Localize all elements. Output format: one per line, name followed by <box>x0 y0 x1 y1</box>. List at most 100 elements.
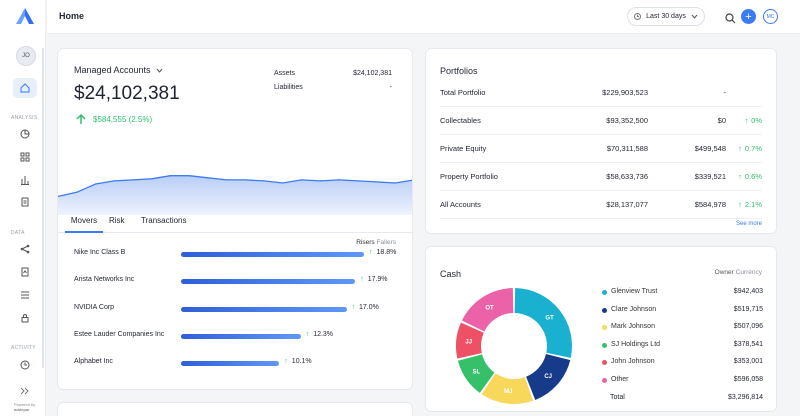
donut-slice[interactable] <box>526 354 571 400</box>
portfolio-value: $229,903,523 <box>602 88 648 97</box>
sidebar-avatar[interactable]: JO <box>16 46 36 66</box>
accounts-title-dropdown[interactable]: Managed Accounts <box>74 65 163 75</box>
search-icon[interactable] <box>725 11 736 29</box>
cash-total-value: $3,296,814 <box>727 394 763 401</box>
donut-slice[interactable] <box>455 322 484 359</box>
bar-chart-icon[interactable] <box>19 174 31 186</box>
tab-risk[interactable]: Risk <box>109 216 125 225</box>
arrow-up-icon: ↑ <box>351 303 356 311</box>
date-range-label: Last 30 days <box>646 13 686 20</box>
portfolio-row[interactable]: Collectables $93,352,500 $0 ↑ 0% <box>440 107 762 135</box>
accounts-change-value: $584,555 (2.5%) <box>93 115 153 124</box>
portfolio-value: $58,633,736 <box>606 172 648 181</box>
lock-icon[interactable] <box>19 312 31 324</box>
donut-slice[interactable] <box>481 373 534 405</box>
sidebar-scrollbar[interactable] <box>42 48 44 368</box>
document-icon[interactable] <box>19 196 31 208</box>
company-label: addepar <box>14 407 30 412</box>
donut-slice[interactable] <box>514 288 572 358</box>
tab-transactions[interactable]: Transactions <box>141 216 187 225</box>
area-point <box>169 175 172 177</box>
donut-slice[interactable] <box>457 354 495 393</box>
clock-icon[interactable] <box>19 359 31 371</box>
risers-fallers-toggle[interactable]: Risers Fallers <box>356 239 396 246</box>
date-range-selector[interactable]: Last 30 days <box>627 7 705 26</box>
movers-tab-bar: Movers Risk Transactions <box>58 211 412 233</box>
mover-name[interactable]: Estee Lauder Companies Inc <box>74 330 165 338</box>
donut-slice-label: CJ <box>544 374 552 380</box>
mover-bar <box>181 306 347 312</box>
portfolio-percent-value: 0.6% <box>744 172 762 181</box>
mover-percent-value: 18.8% <box>376 249 397 256</box>
area-point <box>76 191 78 193</box>
area-point <box>263 180 265 182</box>
legend-label[interactable]: John Johnson <box>611 358 655 366</box>
report-icon[interactable] <box>19 266 31 278</box>
currency-label[interactable]: Currency <box>735 269 762 276</box>
see-more-link[interactable]: See more <box>735 221 762 227</box>
portfolio-percent-value: 2.1% <box>744 200 762 209</box>
share-nodes-icon[interactable] <box>19 243 31 255</box>
portfolio-row[interactable]: Total Portfolio $229,903,523 - <box>440 79 762 107</box>
portfolio-value: $93,352,500 <box>606 116 648 125</box>
portfolio-value: $28,137,077 <box>606 200 648 209</box>
donut-slice-label: JJ <box>465 340 472 346</box>
area-point <box>300 179 303 181</box>
portfolio-value: $70,311,588 <box>606 144 648 153</box>
owner-currency-toggle[interactable]: Owner Currency <box>715 269 762 276</box>
arrow-up-icon: ↑ <box>284 358 288 366</box>
mover-percent: ↑ 10.1% <box>284 358 311 365</box>
mover-name[interactable]: Nike Inc Class B <box>74 249 126 256</box>
expand-chevrons-icon[interactable] <box>19 385 31 397</box>
portfolio-name: All Accounts <box>440 200 481 209</box>
mover-bar <box>181 252 364 257</box>
owner-label[interactable]: Owner <box>714 269 734 276</box>
mover-name[interactable]: Arista Networks Inc <box>74 276 135 284</box>
grid-icon[interactable] <box>19 151 31 163</box>
portfolio-percent: ↑ 0.6% <box>738 172 762 181</box>
tab-movers[interactable]: Movers <box>65 216 103 233</box>
area-fill <box>58 175 412 215</box>
legend-label[interactable]: SJ Holdings Ltd <box>611 340 661 348</box>
cash-total-label: Total <box>610 394 625 401</box>
legend-label[interactable]: Clare Johnson <box>611 305 657 313</box>
legend-label[interactable]: Mark Johnson <box>611 323 655 331</box>
mover-name[interactable]: NVIDIA Corp <box>74 303 115 311</box>
risers-label[interactable]: Risers <box>356 239 375 246</box>
mover-percent-value: 10.1% <box>291 358 312 366</box>
legend-value: $596,058 <box>733 376 763 383</box>
portfolio-row[interactable]: Property Portfolio $58,633,736 $339,521 ↑ 0.… <box>440 163 762 191</box>
donut-slice-label: OT <box>485 306 494 312</box>
portfolio-delta: - <box>723 88 727 97</box>
arrow-up-icon: ↑ <box>305 330 310 338</box>
sidebar: JO ANALYSIS DATA ACTIVITY Powered by adde… <box>0 0 46 416</box>
legend-label[interactable]: Glenview Trust <box>611 288 658 295</box>
portfolio-row[interactable]: All Accounts $28,137,077 $584,978 ↑ 2.1% <box>440 191 762 219</box>
lower-card-partial <box>57 402 413 416</box>
arrow-up-icon <box>76 114 86 124</box>
arrow-up-icon: ↑ <box>738 144 742 153</box>
add-button[interactable]: + <box>741 9 756 24</box>
pie-chart-icon[interactable] <box>19 128 31 140</box>
mover-percent: ↑ 18.8% <box>369 249 396 256</box>
portfolio-row[interactable]: Private Equity $70,311,588 $499,548 ↑ 0.7% <box>440 135 762 163</box>
portfolio-delta: $584,978 <box>694 200 726 209</box>
area-point <box>151 178 153 180</box>
list-icon[interactable] <box>19 289 31 301</box>
arrow-up-icon: ↑ <box>369 249 373 256</box>
user-avatar[interactable]: MC <box>763 9 778 24</box>
legend-dot <box>602 290 607 295</box>
portfolio-name: Total Portfolio <box>440 88 486 97</box>
area-point <box>394 182 396 184</box>
arrow-up-icon: ↑ <box>738 200 742 209</box>
sidebar-item-home[interactable] <box>13 78 37 98</box>
mover-percent: ↑ 17.9% <box>360 276 387 283</box>
assets-label: Assets <box>274 70 296 77</box>
donut-slice[interactable] <box>461 288 514 332</box>
mover-bar <box>181 333 301 339</box>
fallers-label[interactable]: Fallers <box>376 239 396 246</box>
addepar-logo-icon[interactable] <box>16 8 34 29</box>
liabilities-label: Liabilities <box>274 84 303 91</box>
legend-label[interactable]: Other <box>611 376 629 383</box>
mover-name[interactable]: Alphabet Inc <box>74 358 113 366</box>
